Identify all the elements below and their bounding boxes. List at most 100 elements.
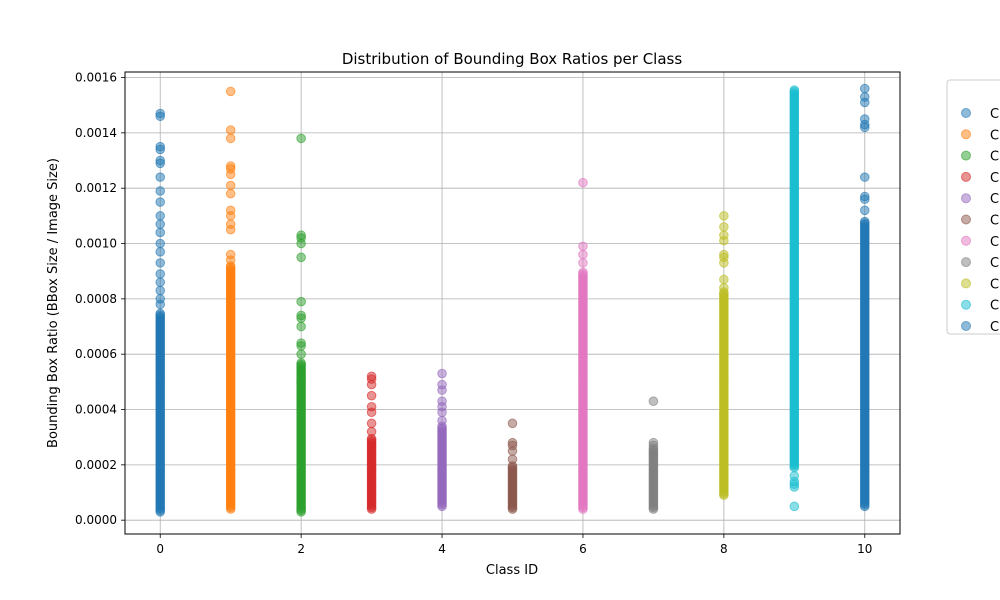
data-point [859,172,870,182]
data-point [155,285,166,296]
legend-marker [961,129,971,140]
legend-label: C [990,256,999,271]
data-point [155,277,166,288]
data-point [719,274,729,285]
data-point [155,211,166,221]
x-axis-label: Class ID [486,563,538,578]
data-point [155,247,166,257]
legend-label: C [990,150,999,165]
data-point [155,227,166,238]
x-tick-label: 4 [438,542,446,556]
data-point [296,296,306,307]
data-point [296,252,306,263]
data-point [859,216,870,227]
data-point [296,313,306,324]
data-point [366,390,377,401]
data-point [437,385,447,395]
x-tick-label: 10 [857,542,872,556]
data-point [225,188,236,199]
data-point [578,241,588,252]
data-point [296,358,306,368]
legend-marker [961,150,971,161]
data-point [578,267,588,278]
legend-box [946,79,1000,335]
y-tick-label: 0.0006 [75,347,117,361]
legend-label: C [990,235,999,250]
legend-label: C [990,214,999,229]
data-point [155,219,166,229]
series-class-0 [155,108,166,517]
series-class-8 [719,211,729,501]
data-point [225,86,236,97]
legend-marker [961,193,971,204]
legend-marker [961,214,971,225]
data-point [859,97,870,108]
series-class-7 [648,396,659,514]
x-tick-label: 6 [579,542,587,556]
series-class-2 [296,133,306,517]
legend-label: C [990,320,999,335]
data-point [225,255,236,265]
data-point [719,211,729,221]
data-point [225,133,236,144]
data-point [648,396,659,407]
series-class-4 [437,368,447,512]
data-point [648,440,659,451]
data-point [789,85,800,95]
y-tick-label: 0.0016 [75,71,117,85]
series-class-1 [225,86,236,514]
data-point [789,471,800,481]
data-point [507,418,518,429]
data-point [437,368,447,379]
data-point [578,258,588,268]
y-tick-label: 0.0014 [75,126,117,140]
data-point [225,169,236,180]
data-point [296,321,306,332]
data-point [719,235,729,246]
data-point [155,172,166,182]
data-point [366,379,377,390]
data-point [789,501,800,512]
data-point [296,349,306,359]
y-axis: 0.0000 0.0002 0.0004 0.0006 0.0008 0.0010 0.00… [75,71,125,527]
data-point [155,299,166,310]
y-tick-label: 0.0004 [75,403,117,417]
data-point [155,308,166,319]
data-point [225,180,236,191]
data-point [296,133,306,144]
y-tick-label: 0.0008 [75,292,117,306]
data-point [507,446,518,456]
legend-label: C [990,128,999,143]
data-point [719,282,729,293]
data-point [155,111,166,122]
legend-marker [961,108,971,118]
y-axis-label: Bounding Box Ratio (BBox Size / Image Si… [46,158,61,448]
series-class-10 [859,83,870,512]
data-point [578,249,588,260]
data-point [859,205,870,216]
x-tick-label: 2 [297,542,305,556]
legend-label: C [990,277,999,292]
legend-label: C [990,192,999,207]
plot-area-frame [124,71,901,535]
data-point [366,418,377,429]
data-point [366,407,377,418]
data-point [155,197,166,207]
data-point [225,211,236,221]
legend-label: C [990,107,999,122]
data-point [437,407,447,418]
legend-label: C [990,299,999,314]
data-point [366,426,377,437]
data-point [859,194,870,205]
data-point [296,341,306,351]
data-point [225,224,236,235]
data-point [155,258,166,268]
data-point [719,222,729,232]
data-point [719,258,729,268]
series-class-5 [507,418,518,514]
data-point [225,125,236,135]
legend-label: C [990,171,999,186]
y-tick-label: 0.0002 [75,458,117,472]
data-point [859,122,870,133]
